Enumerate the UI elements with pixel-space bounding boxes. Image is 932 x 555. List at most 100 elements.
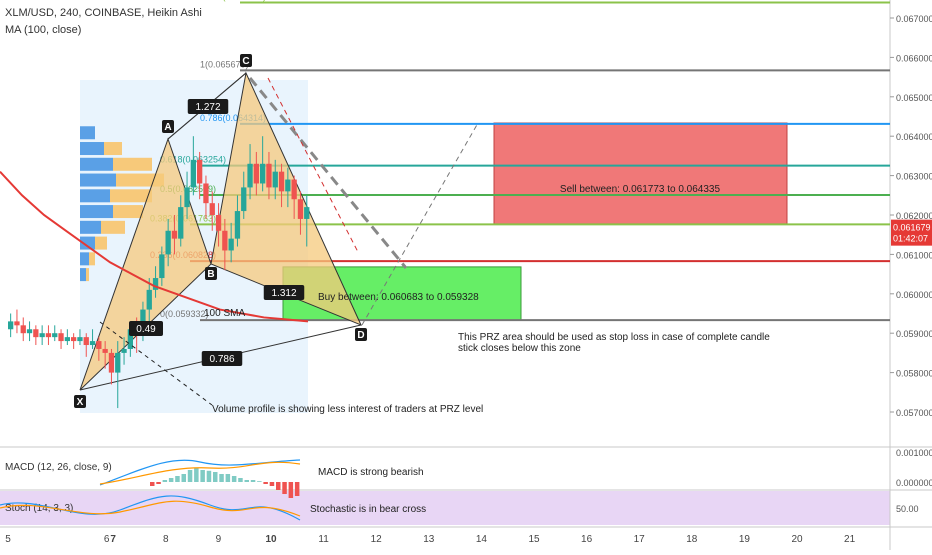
price-tick-label: 0.065000: [896, 93, 932, 103]
candle-body: [89, 341, 96, 346]
ratio-box: [129, 321, 163, 336]
macd-histogram-bar: [263, 482, 268, 484]
macd-histogram-bar: [294, 482, 300, 496]
candle-body: [304, 207, 310, 219]
buy-zone-label: Buy between: 0.060683 to 0.059328: [318, 292, 479, 303]
volume-bar-buy: [80, 252, 89, 266]
macd-histogram-bar: [213, 472, 218, 482]
macd-histogram-bar: [219, 474, 224, 482]
candle-body: [247, 163, 253, 188]
candle-body: [222, 230, 228, 251]
volume-bar-sell: [113, 157, 152, 171]
candle-body: [253, 163, 259, 184]
ratio-box: [187, 99, 229, 114]
candle-body: [171, 230, 178, 239]
macd-histogram-bar: [288, 482, 294, 498]
macd-histogram-bar: [269, 482, 275, 486]
candle-body: [33, 329, 39, 338]
sell-zone-label: Sell between: 0.061773 to 0.064335: [560, 184, 721, 195]
candle-body: [159, 254, 165, 279]
price-tick-label: 0.059000: [896, 329, 932, 339]
candle-body: [215, 215, 222, 231]
time-tick-label: 13: [423, 534, 435, 545]
candle-body: [26, 329, 33, 334]
macd-histogram-bar: [225, 474, 231, 482]
volume-bar-buy: [80, 220, 101, 234]
projection-dashed-gray: [248, 77, 408, 269]
macd-histogram-bar: [282, 482, 287, 494]
candle-body: [165, 230, 171, 255]
time-tick-label: 21: [844, 534, 856, 545]
macd-tick-label: 0.001000: [896, 448, 932, 458]
candle-body: [102, 348, 108, 353]
macd-histogram-bar: [206, 470, 212, 482]
macd-histogram-bar: [276, 482, 281, 490]
signal-line: [99, 461, 301, 485]
time-tick-label: 20: [791, 534, 803, 545]
time-tick-label: 17: [634, 534, 646, 545]
candle-body: [184, 187, 190, 208]
macd-histogram-bar: [175, 476, 180, 482]
countdown-label: 01:42:07: [893, 234, 928, 244]
time-tick-label: 15: [528, 534, 540, 545]
macd-histogram-bar: [150, 482, 155, 486]
stoch-label: Stoch (14, 3, 3): [5, 503, 73, 514]
time-tick-label: 14: [476, 534, 488, 545]
pattern-point-c: C: [240, 54, 252, 67]
price-tick-label: 0.057000: [896, 408, 932, 418]
ratio-box: [263, 285, 305, 300]
time-tick-label: 16: [581, 534, 593, 545]
candle-body: [266, 163, 272, 188]
candle-body: [64, 337, 70, 342]
candle-body: [127, 329, 133, 349]
time-tick-label: 5: [5, 534, 11, 545]
ma-indicator-label: MA (100, close): [5, 24, 82, 36]
macd-histogram-bar: [244, 480, 249, 482]
pattern-point-box: [240, 54, 252, 67]
time-tick-label: 10: [265, 534, 277, 545]
candle-body: [197, 159, 203, 184]
candle-body: [45, 333, 52, 338]
pattern-point-label: C: [242, 56, 249, 67]
macd-histogram-bar: [181, 474, 186, 482]
macd-line: [99, 459, 301, 486]
time-tick-label: 11: [318, 534, 329, 545]
macd-histogram-bar: [162, 480, 168, 482]
pattern-point-label: D: [357, 330, 364, 341]
macd-histogram-bar: [200, 470, 205, 482]
projection-dashed-red: [267, 77, 359, 253]
candle-body: [228, 238, 234, 251]
price-tick-label: 0.066000: [896, 53, 932, 63]
macd-tick-label: 0.000000: [896, 478, 932, 488]
candle-body: [203, 183, 209, 204]
price-tick-label: 0.067000: [896, 14, 932, 24]
volume-bar-buy: [80, 126, 95, 140]
price-tick-label: 0.062000: [896, 211, 932, 221]
candle-body: [8, 321, 14, 330]
candle-body: [190, 159, 196, 188]
candle-body: [272, 171, 278, 188]
fib-level-label: 0.786(0.064314): [200, 113, 266, 123]
time-tick-label: 6: [104, 534, 110, 545]
ratio-label: 0.49: [136, 324, 156, 335]
price-tick-label: 0.063000: [896, 172, 932, 182]
candle-body: [234, 211, 241, 239]
ratio-label: 1.312: [271, 288, 296, 299]
candle-body: [297, 199, 304, 219]
volume-bar-sell: [104, 142, 122, 156]
volume-bar-buy: [80, 205, 113, 219]
candle-body: [83, 337, 89, 346]
ma-100-line: [0, 170, 309, 323]
stoch-annotation: Stochastic is in bear cross: [310, 504, 426, 515]
macd-annotation: MACD is strong bearish: [318, 467, 424, 478]
volume-bar-buy: [80, 236, 95, 250]
time-tick-label: 12: [371, 534, 383, 545]
fib-level-label: 1.272(0.067394): [200, 0, 266, 1]
volume-bar-buy: [80, 189, 110, 203]
stoch-tick-label: 50.00: [896, 504, 919, 514]
candle-body: [115, 352, 121, 373]
price-tick-label: 0.064000: [896, 132, 932, 142]
candle-body: [14, 321, 20, 326]
candle-body: [77, 337, 83, 342]
candle-body: [39, 333, 45, 338]
